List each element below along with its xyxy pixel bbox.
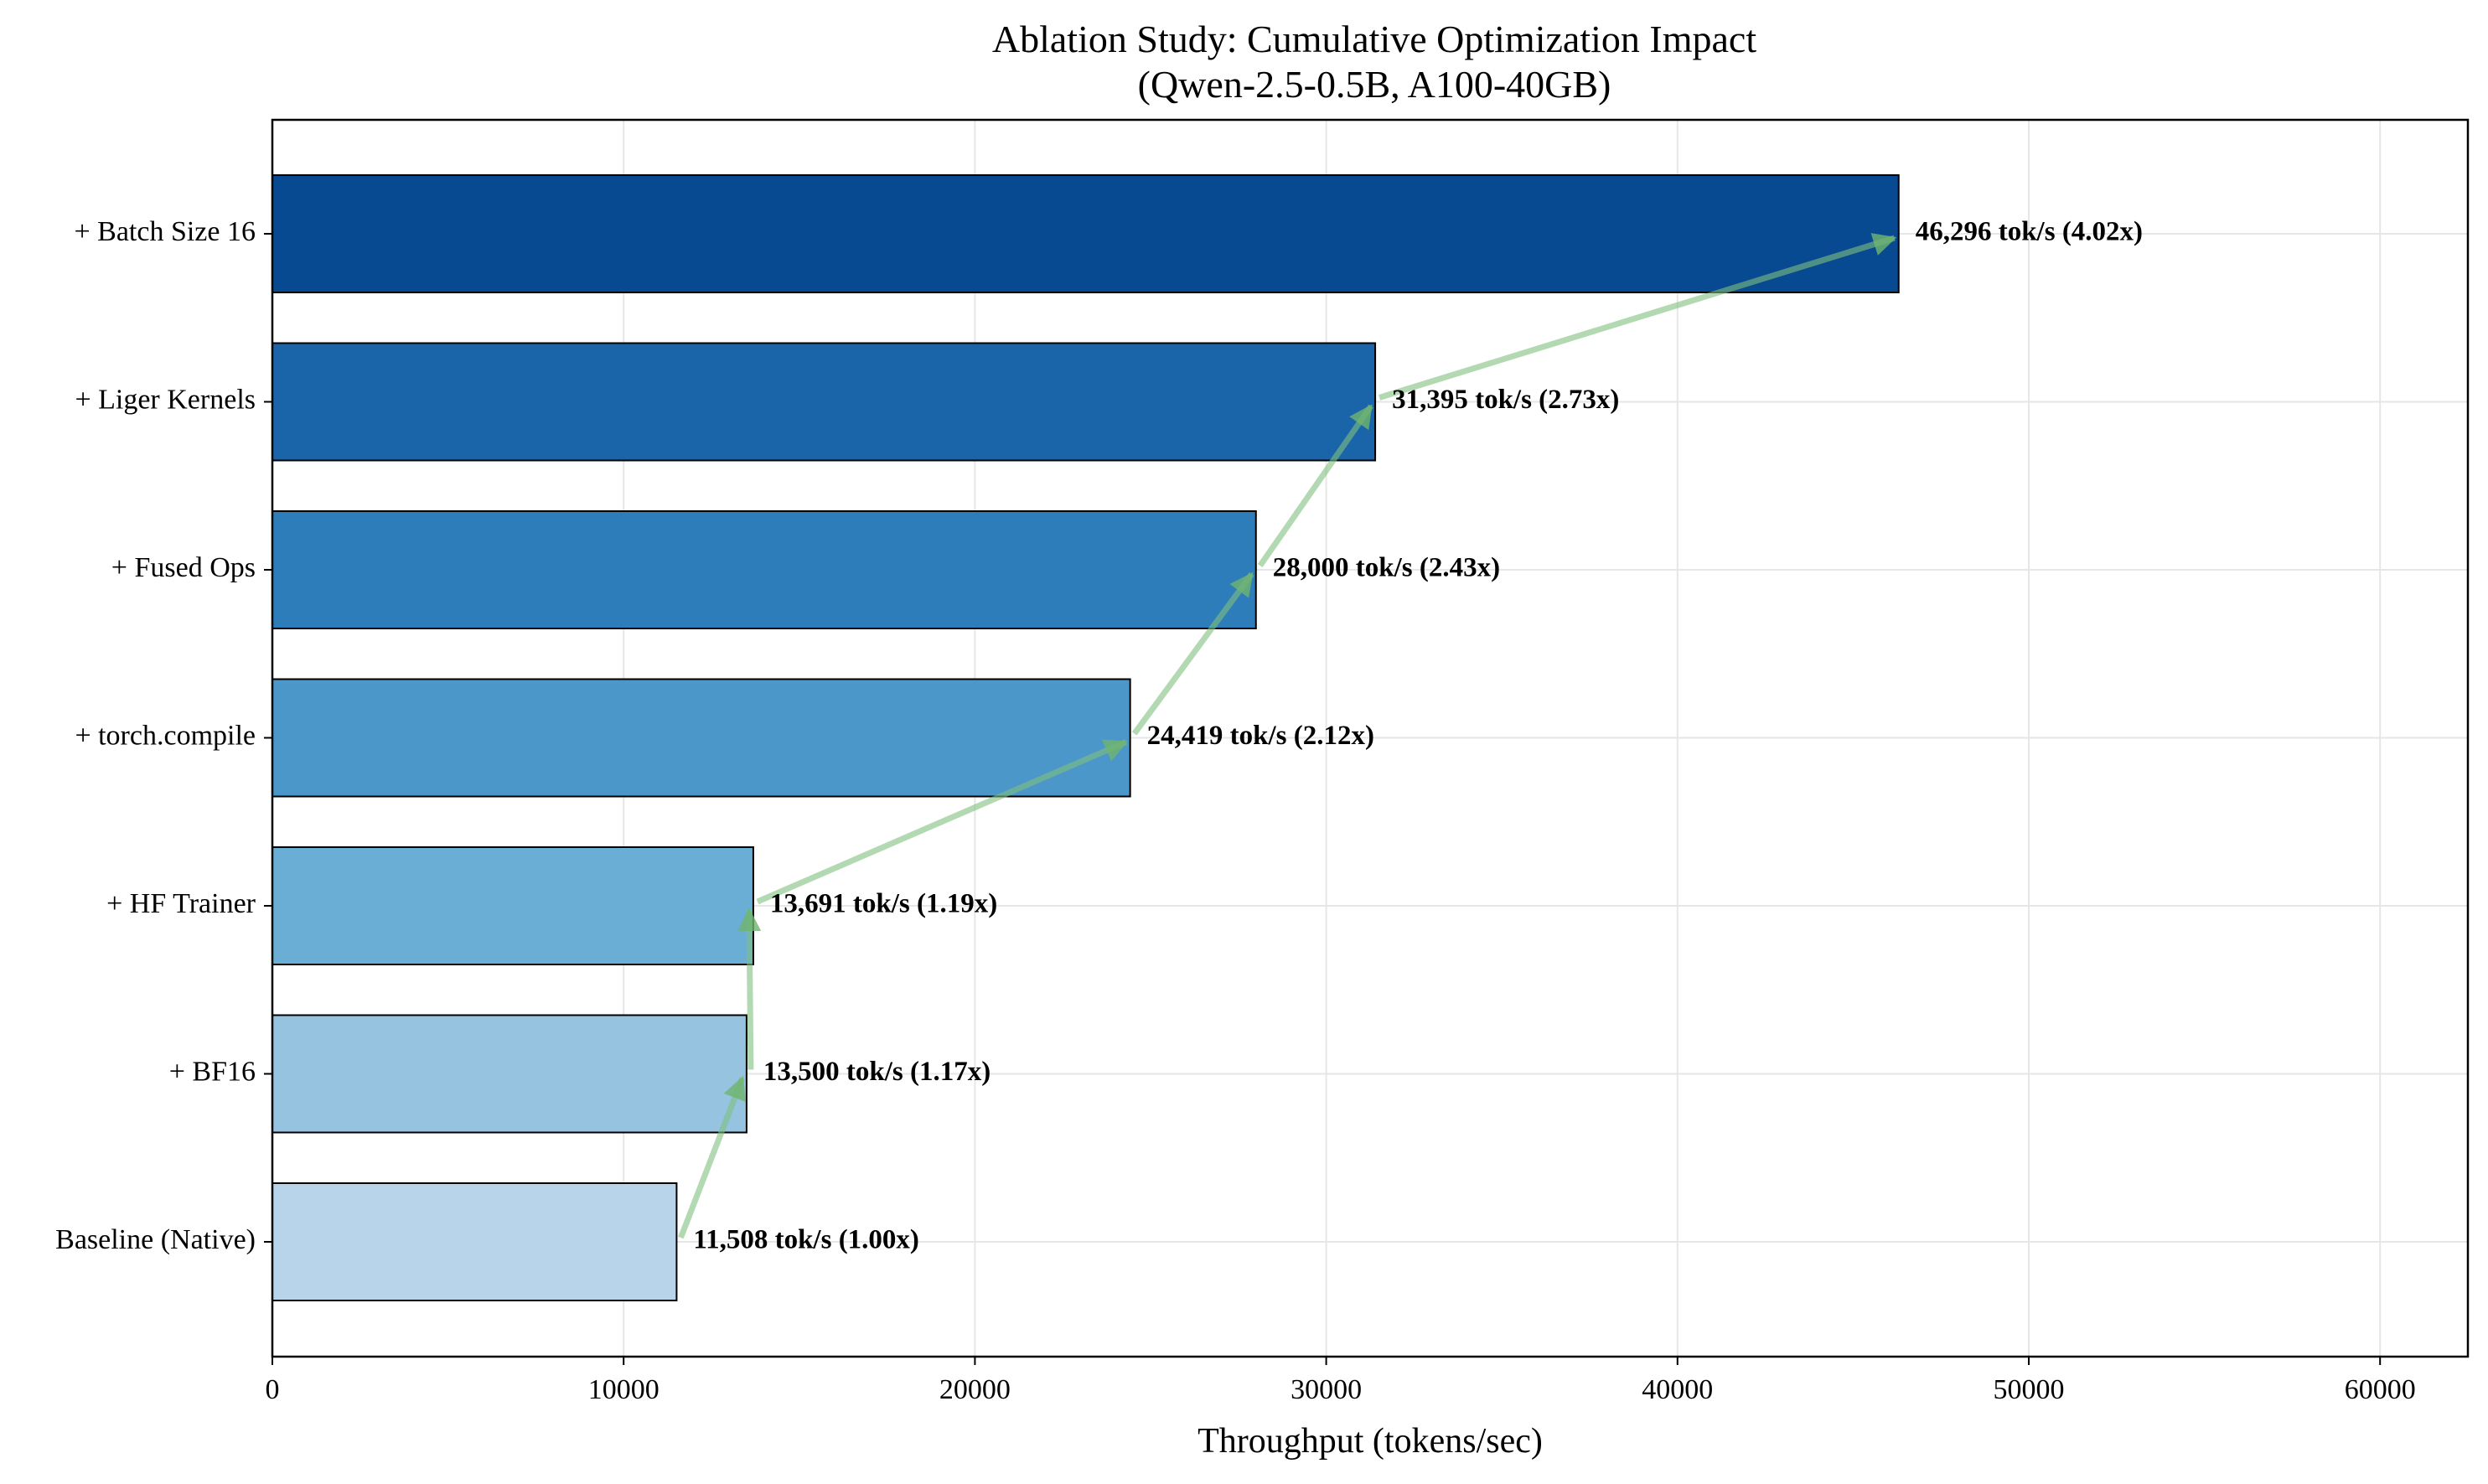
bar bbox=[272, 510, 1257, 629]
progression-arrow bbox=[678, 1075, 746, 1239]
progression-arrow bbox=[737, 907, 762, 1070]
data-label: 13,691 tok/s (1.19x) bbox=[770, 889, 997, 919]
data-label: 13,500 tok/s (1.17x) bbox=[763, 1057, 991, 1087]
x-tick-label: 10000 bbox=[588, 1374, 660, 1405]
data-label: 28,000 tok/s (2.43x) bbox=[1273, 553, 1500, 583]
data-label: 31,395 tok/s (2.73x) bbox=[1392, 385, 1619, 415]
progression-arrow bbox=[1131, 571, 1254, 736]
bar bbox=[272, 846, 754, 965]
x-tick-label: 20000 bbox=[939, 1374, 1011, 1405]
x-tick-label: 30000 bbox=[1291, 1374, 1362, 1405]
data-label: 46,296 tok/s (4.02x) bbox=[1916, 217, 2143, 247]
data-label: 24,419 tok/s (2.12x) bbox=[1147, 721, 1374, 751]
progression-arrow bbox=[1257, 404, 1373, 567]
x-axis-label: Throughput (tokens/sec) bbox=[1197, 1422, 1543, 1461]
data-labels: 11,508 tok/s (1.00x) 13,500 tok/s (1.17x)… bbox=[693, 217, 2143, 1255]
y-tick-label: + torch.compile bbox=[75, 720, 256, 751]
chart-subtitle: (Qwen-2.5-0.5B, A100-40GB) bbox=[1138, 63, 1611, 106]
y-tick-label: Baseline (Native) bbox=[55, 1224, 256, 1255]
plot-frame bbox=[271, 118, 2470, 1358]
x-tick-label: 50000 bbox=[1994, 1374, 2065, 1405]
x-tick-labels: 0 10000 20000 30000 40000 50000 60000 bbox=[266, 1357, 2416, 1405]
bar bbox=[272, 1182, 678, 1301]
chart-title: Ablation Study: Cumulative Optimization … bbox=[992, 18, 1756, 60]
bar bbox=[272, 1014, 747, 1134]
x-tick-label: 0 bbox=[266, 1374, 280, 1405]
y-tick-label: + HF Trainer bbox=[106, 888, 256, 919]
bar bbox=[272, 678, 1131, 798]
y-tick-labels: Baseline (Native) + BF16 + HF Trainer + tor… bbox=[55, 216, 272, 1255]
y-tick-label: + Liger Kernels bbox=[75, 384, 256, 415]
bar bbox=[272, 342, 1377, 462]
y-tick-label: + BF16 bbox=[169, 1056, 256, 1087]
y-tick-label: + Fused Ops bbox=[111, 552, 256, 583]
progression-arrow bbox=[756, 739, 1129, 905]
x-tick-label: 60000 bbox=[2345, 1374, 2416, 1405]
bars bbox=[272, 174, 1900, 1301]
data-label: 11,508 tok/s (1.00x) bbox=[693, 1225, 919, 1255]
y-tick-label: + Batch Size 16 bbox=[74, 216, 256, 247]
progression-arrows bbox=[678, 233, 1897, 1239]
x-tick-label: 40000 bbox=[1642, 1374, 1713, 1405]
bar bbox=[272, 174, 1900, 293]
progression-arrow bbox=[1378, 233, 1897, 401]
